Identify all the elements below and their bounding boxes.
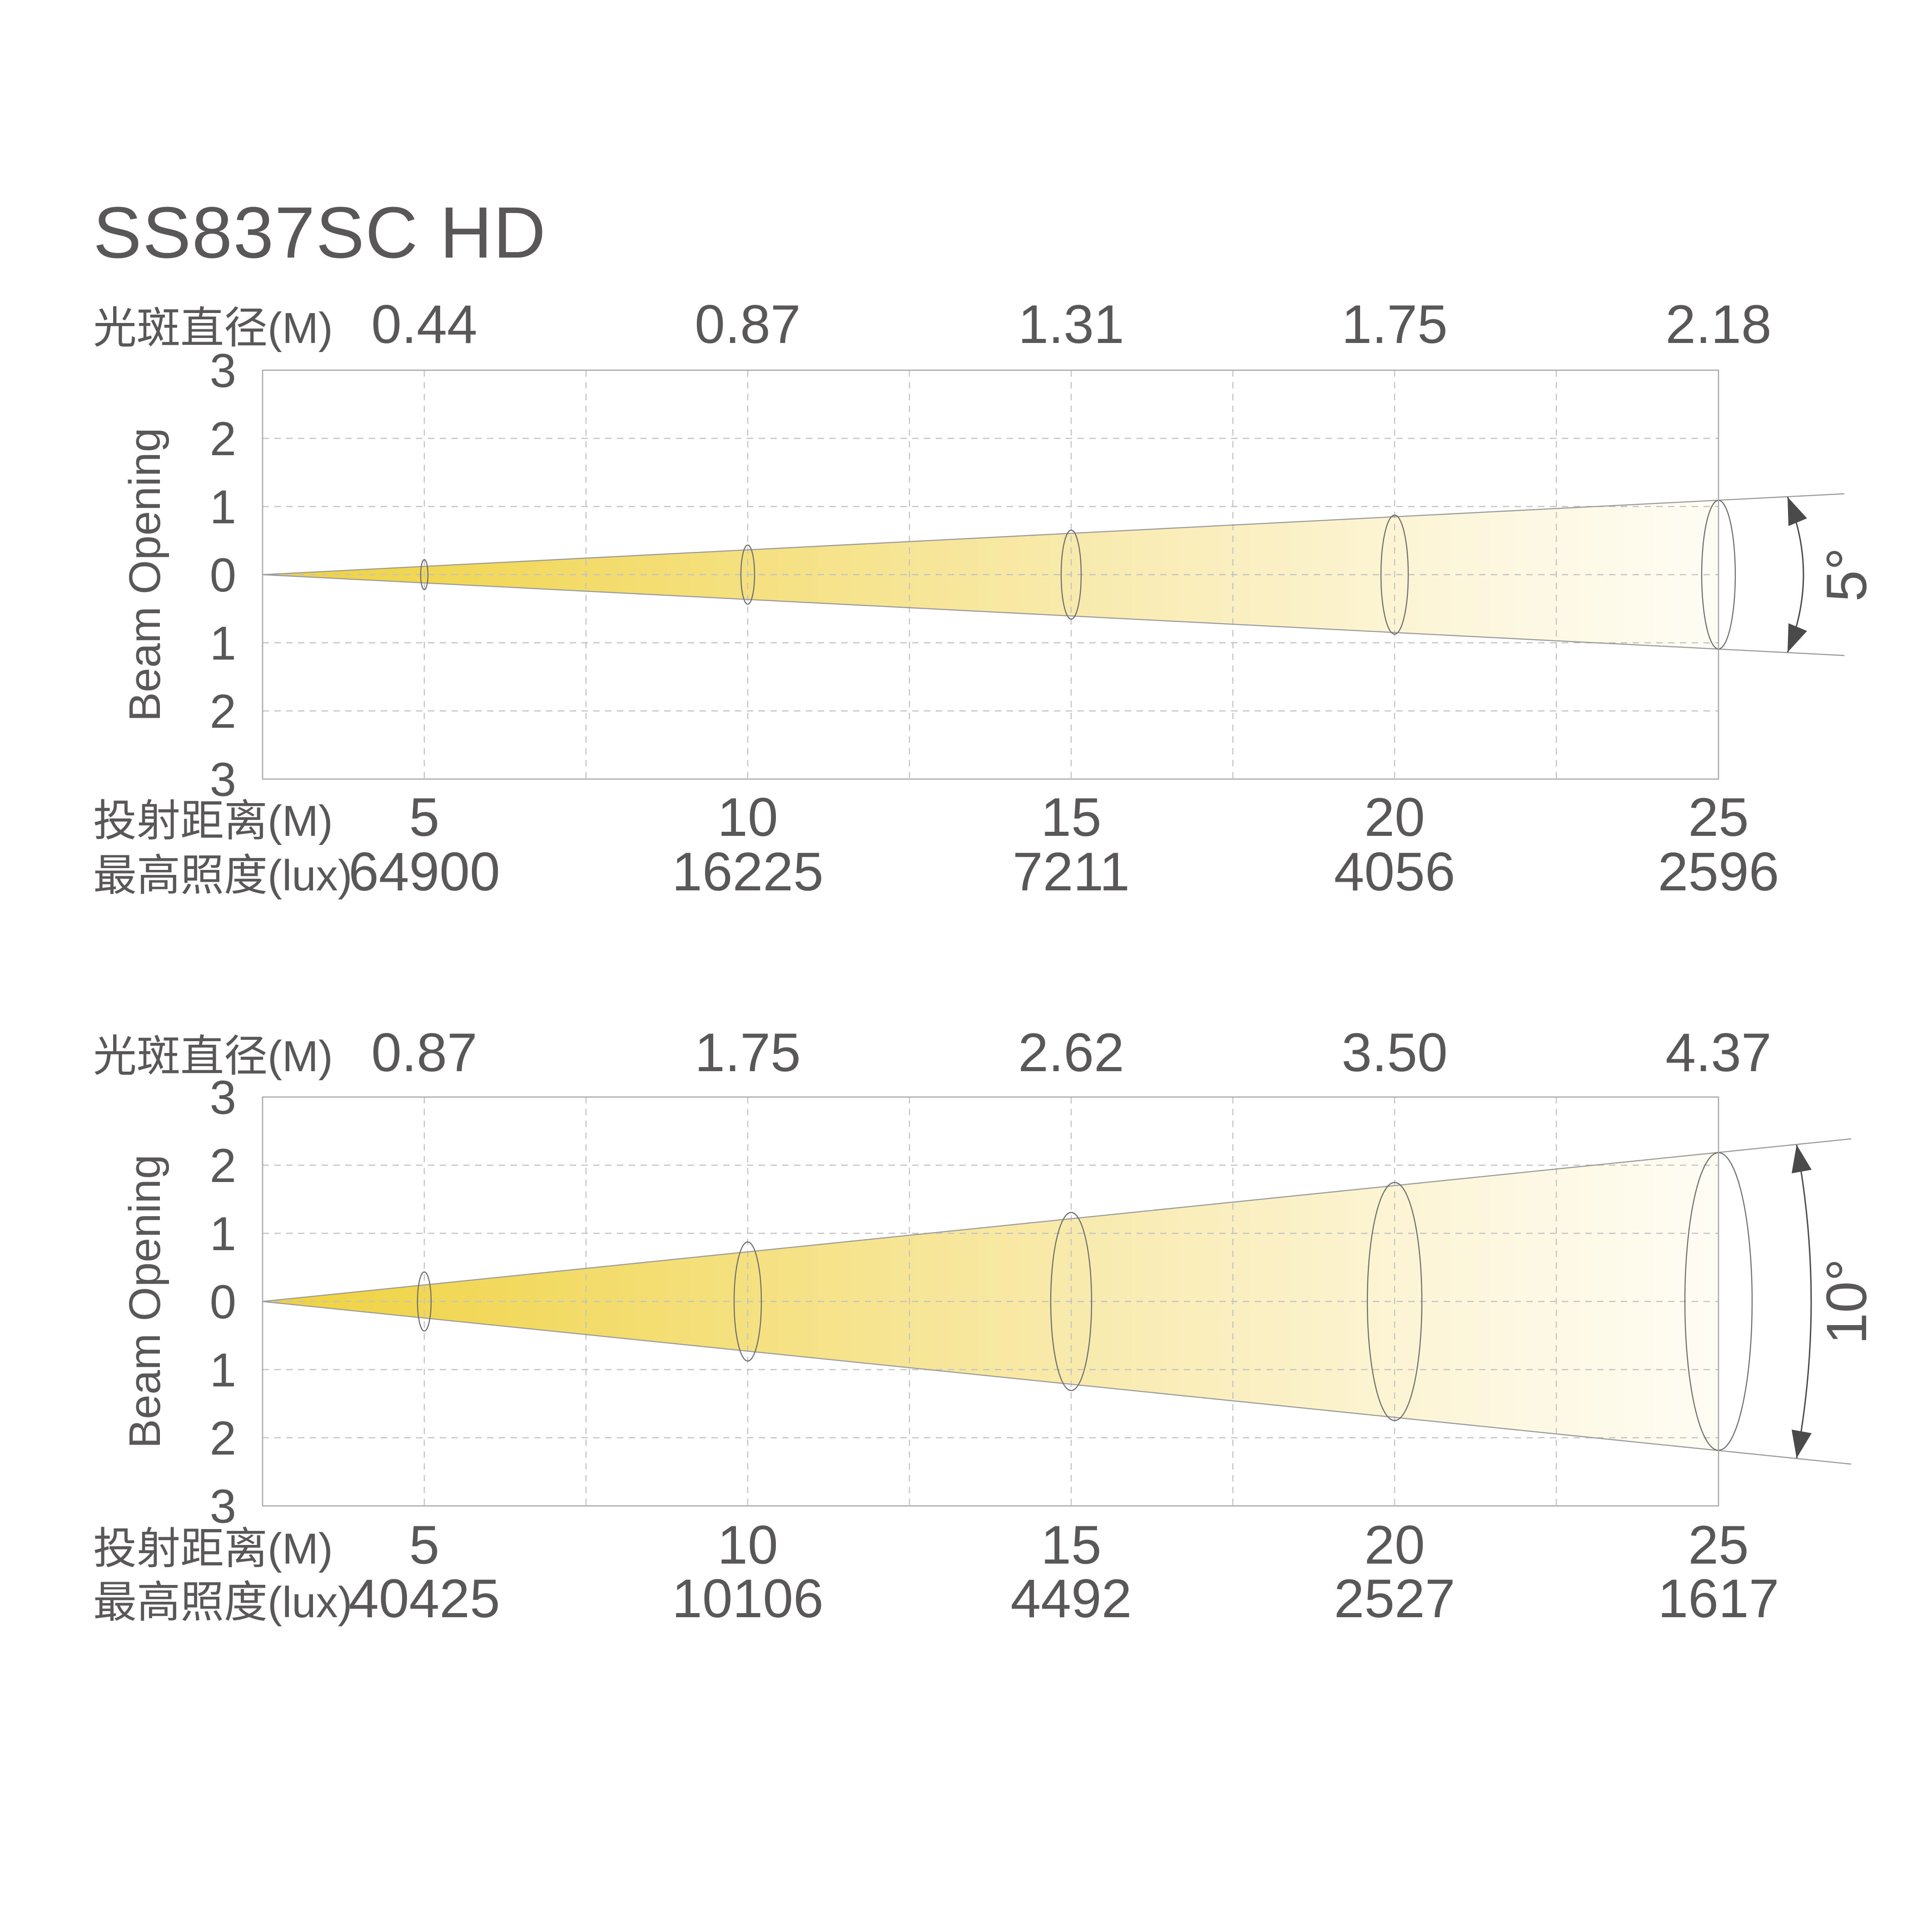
chart2-gridlines [263, 1097, 1718, 1506]
y-tick: 0 [210, 1276, 236, 1329]
spot-ellipse-15m [1060, 529, 1082, 620]
illuminance-value: 10106 [672, 1568, 824, 1629]
angle-arrow-down [1788, 623, 1807, 652]
throw-distance-value: 15 [1041, 1515, 1101, 1575]
spot-ellipse-5m [417, 1271, 432, 1332]
angle-arrow-up [1792, 1145, 1812, 1173]
spot-ellipse-20m [1380, 514, 1409, 635]
y-tick: 3 [210, 1071, 236, 1124]
spot-diameter-value: 1.31 [1018, 294, 1124, 355]
illuminance-value: 1617 [1658, 1568, 1779, 1629]
chart1-gridlines [263, 370, 1718, 779]
throw-distance-value: 10 [717, 787, 778, 848]
angle-arrow-down [1792, 1430, 1812, 1458]
angle-arc-10deg [1796, 1144, 1812, 1459]
chart2-plot-border [262, 1096, 1719, 1507]
spot-diameter-value: 1.75 [1341, 294, 1448, 355]
y-tick: 2 [210, 412, 236, 466]
illuminance-value: 4056 [1334, 841, 1455, 902]
chart1-plot-border [262, 369, 1719, 780]
y-tick: 2 [210, 1412, 236, 1465]
illuminance-value: 4492 [1011, 1568, 1132, 1629]
y-tick: 1 [210, 481, 236, 534]
illuminance-value: 64900 [348, 841, 500, 902]
throw-distance-value: 10 [717, 1515, 778, 1575]
throw-distance-value: 5 [409, 787, 440, 848]
y-axis-label: Beam Opening [120, 427, 169, 721]
illuminance-row-label: 最高照度(lux) [93, 1578, 353, 1627]
throw-distance-value: 5 [409, 1515, 440, 1575]
throw-distance-row-label: 投射距离(M) [93, 1525, 333, 1573]
spot-diameter-value: 2.18 [1665, 294, 1772, 355]
illuminance-value: 2596 [1658, 841, 1779, 902]
y-tick: 1 [210, 617, 236, 670]
illuminance-value: 16225 [672, 841, 824, 902]
y-tick: 1 [210, 1344, 236, 1397]
cone-lower-edge [262, 574, 1845, 656]
spot-ellipse-15m [1050, 1212, 1093, 1391]
illuminance-value: 40425 [348, 1568, 500, 1629]
beam-chart-5deg: 5° Beam Opening 3 2 1 0 1 2 3 光斑直径(M) 0.… [93, 294, 1878, 902]
spot-ellipse-10m [733, 1241, 762, 1362]
y-tick: 2 [210, 685, 236, 738]
spot-diameter-value: 4.37 [1665, 1022, 1772, 1083]
angle-arrow-up [1788, 497, 1807, 526]
beam-cone-5deg [263, 500, 1718, 649]
spot-ellipse-10m [740, 544, 755, 605]
throw-distance-value: 25 [1688, 787, 1748, 848]
y-tick: 3 [210, 344, 236, 397]
spot-diameter-row-label: 光斑直径(M) [93, 304, 333, 353]
cone-upper-edge [262, 493, 1845, 576]
spot-diameter-value: 0.87 [371, 1022, 477, 1083]
y-tick: 3 [210, 1480, 236, 1533]
spot-ellipse-5m [420, 559, 429, 591]
beam-angle-label: 10° [1815, 1258, 1878, 1344]
spot-diameter-value: 2.62 [1018, 1022, 1124, 1083]
spot-diameter-value: 0.44 [371, 294, 477, 355]
y-tick: 0 [210, 549, 236, 602]
y-tick: 2 [210, 1139, 236, 1192]
y-tick: 3 [210, 753, 236, 806]
beam-angle-label: 5° [1815, 547, 1878, 602]
spot-diameter-row-label: 光斑直径(M) [93, 1032, 333, 1081]
y-axis-label: Beam Opening [120, 1154, 169, 1448]
beam-cone-10deg [263, 1152, 1718, 1450]
spot-diameter-value: 1.75 [695, 1022, 801, 1083]
cone-lower-edge [262, 1301, 1852, 1465]
illuminance-value: 7211 [1013, 841, 1130, 902]
y-tick: 1 [210, 1207, 236, 1261]
throw-distance-value: 25 [1688, 1515, 1748, 1575]
cone-upper-edge [262, 1138, 1852, 1302]
page-title: SS837SC HD [93, 192, 546, 273]
throw-distance-value: 20 [1364, 787, 1425, 848]
illuminance-value: 2527 [1334, 1568, 1455, 1629]
throw-distance-value: 20 [1364, 1515, 1425, 1575]
spot-diameter-value: 3.50 [1341, 1022, 1448, 1083]
throw-distance-row-label: 投射距离(M) [93, 797, 333, 845]
throw-distance-value: 15 [1041, 787, 1101, 848]
beam-chart-10deg: 10° Beam Opening 3 2 1 0 1 2 3 光斑直径(M) 0… [93, 1022, 1878, 1629]
spot-diameter-value: 0.87 [695, 294, 801, 355]
spot-ellipse-20m [1366, 1182, 1423, 1421]
illuminance-row-label: 最高照度(lux) [93, 851, 353, 900]
